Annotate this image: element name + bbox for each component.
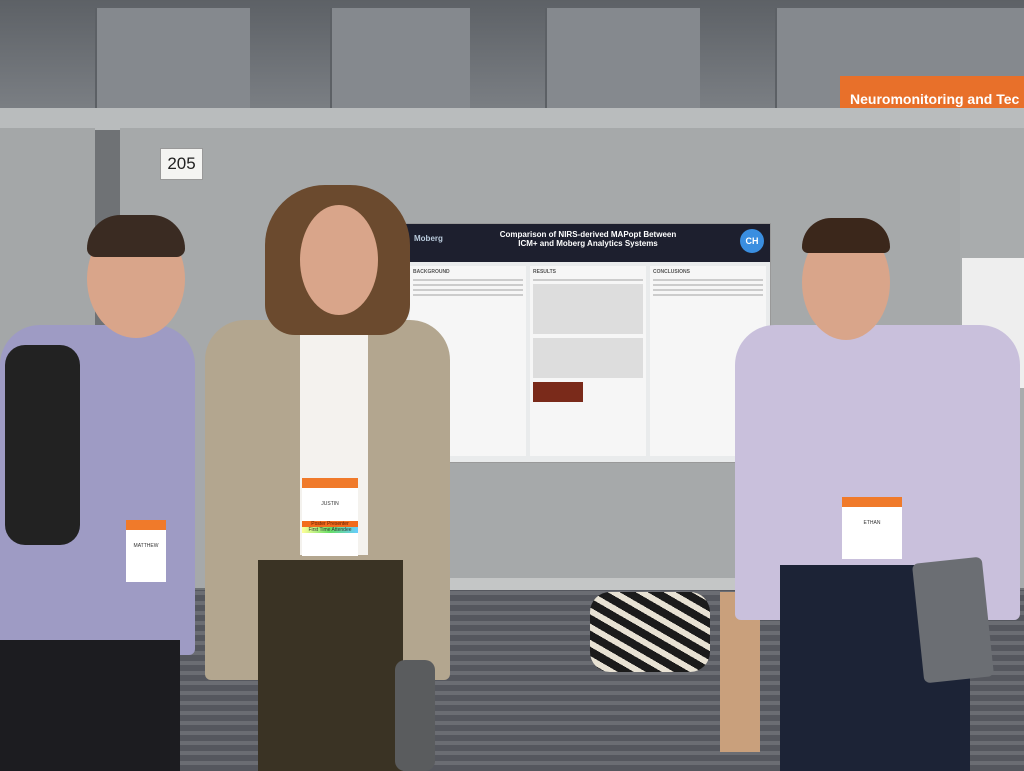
name-badge: ETHAN xyxy=(842,497,902,559)
moberg-logo: Moberg xyxy=(414,234,443,243)
poster-header: Moberg Comparison of NIRS-derived MAPopt… xyxy=(406,224,770,262)
wall-panel xyxy=(545,8,700,108)
section-heading: RESULTS xyxy=(533,269,556,275)
trousers xyxy=(0,640,180,771)
hair xyxy=(802,218,890,253)
wall-panel xyxy=(330,8,470,108)
poster-column: RESULTS xyxy=(530,266,646,456)
ch-logo: CH xyxy=(740,229,764,253)
badge-name: ETHAN xyxy=(863,520,881,526)
badge-name: MATTHEW xyxy=(133,543,159,549)
ribbon-presenter: Poster Presenter xyxy=(302,521,358,527)
booth-number: 205 xyxy=(160,148,203,180)
laptop xyxy=(911,556,995,684)
poster-title-line1: Comparison of NIRS-derived MAPopt Betwee… xyxy=(499,230,677,239)
water-bottle xyxy=(395,660,435,771)
ribbon-first-time: First Time Attendee xyxy=(302,527,358,533)
bystander-bag xyxy=(590,592,710,672)
section-heading: CONCLUSIONS xyxy=(653,269,690,275)
board-frame xyxy=(0,108,1024,130)
backpack xyxy=(5,345,80,545)
hair xyxy=(87,215,185,257)
name-badge: MATTHEW xyxy=(126,520,166,582)
research-poster: Moberg Comparison of NIRS-derived MAPopt… xyxy=(405,223,771,463)
poster-title-line2: ICM+ and Moberg Analytics Systems xyxy=(518,239,658,248)
section-heading: BACKGROUND xyxy=(413,269,450,275)
face xyxy=(300,205,378,315)
wall-panel xyxy=(95,8,250,108)
trousers xyxy=(258,560,403,771)
badge-name: JUSTIN xyxy=(321,501,339,507)
name-badge: JUSTIN Poster Presenter First Time Atten… xyxy=(302,478,358,556)
